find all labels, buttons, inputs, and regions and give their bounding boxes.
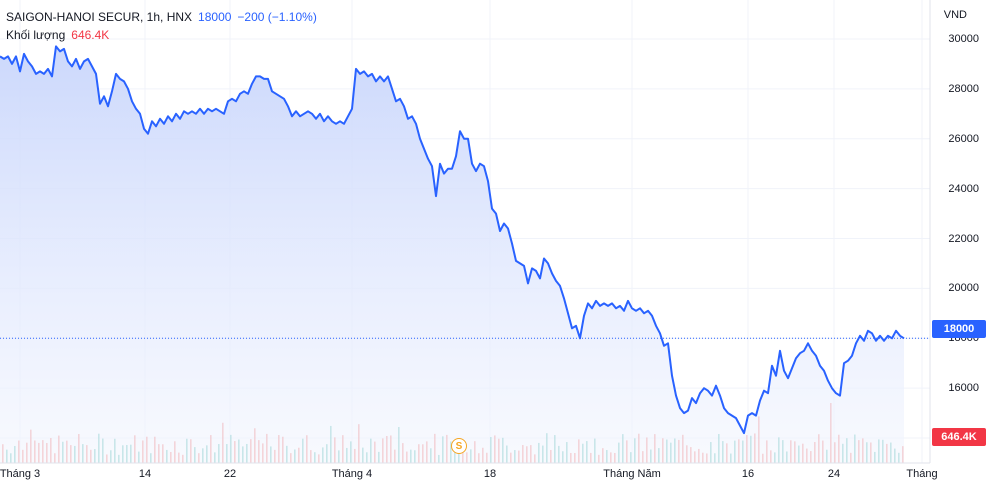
volume-label[interactable]: Khối lượng — [6, 28, 66, 42]
price-area — [0, 45, 905, 464]
price-area-fill — [0, 46, 904, 464]
time-tick-label: 18 — [483, 468, 497, 480]
time-tick-label: 14 — [138, 468, 152, 480]
last-price-value: 18000 — [198, 10, 232, 24]
legend-row-volume: Khối lượng 646.4K — [6, 26, 317, 44]
time-tick-label: Tháng Năm — [603, 468, 661, 480]
time-tick-label: 22 — [223, 468, 237, 480]
price-change-value: −200 (−1.10%) — [237, 10, 317, 24]
price-tick-label: 28000 — [948, 82, 979, 95]
price-unit-label: VND — [943, 9, 967, 21]
last-price-badge: 18000 — [932, 320, 986, 338]
price-tick-label: 22000 — [948, 232, 979, 245]
price-tick-label: 16000 — [948, 382, 979, 395]
time-tick-label: 24 — [827, 468, 841, 480]
price-tick-label: 20000 — [948, 282, 979, 295]
time-tick-label: Tháng 4 — [331, 468, 373, 480]
legend-row-symbol: SAIGON-HANOI SECUR, 1h, HNX 18000 −200 (… — [6, 8, 317, 26]
price-tick-label: 30000 — [948, 32, 979, 45]
time-tick-label: Tháng — [906, 468, 938, 480]
symbol-label[interactable]: SAIGON-HANOI SECUR, 1h, HNX — [6, 10, 193, 24]
time-tick-label: Tháng 3 — [0, 468, 41, 480]
chart-legend: SAIGON-HANOI SECUR, 1h, HNX 18000 −200 (… — [6, 8, 317, 44]
price-tick-label: 26000 — [948, 132, 979, 145]
time-tick-label: 16 — [741, 468, 755, 480]
split-event-marker[interactable]: S — [451, 438, 467, 454]
price-tick-label: 24000 — [948, 182, 979, 195]
price-line[interactable] — [0, 45, 905, 435]
volume-badge: 646.4K — [932, 428, 986, 446]
volume-value: 646.4K — [71, 28, 110, 42]
